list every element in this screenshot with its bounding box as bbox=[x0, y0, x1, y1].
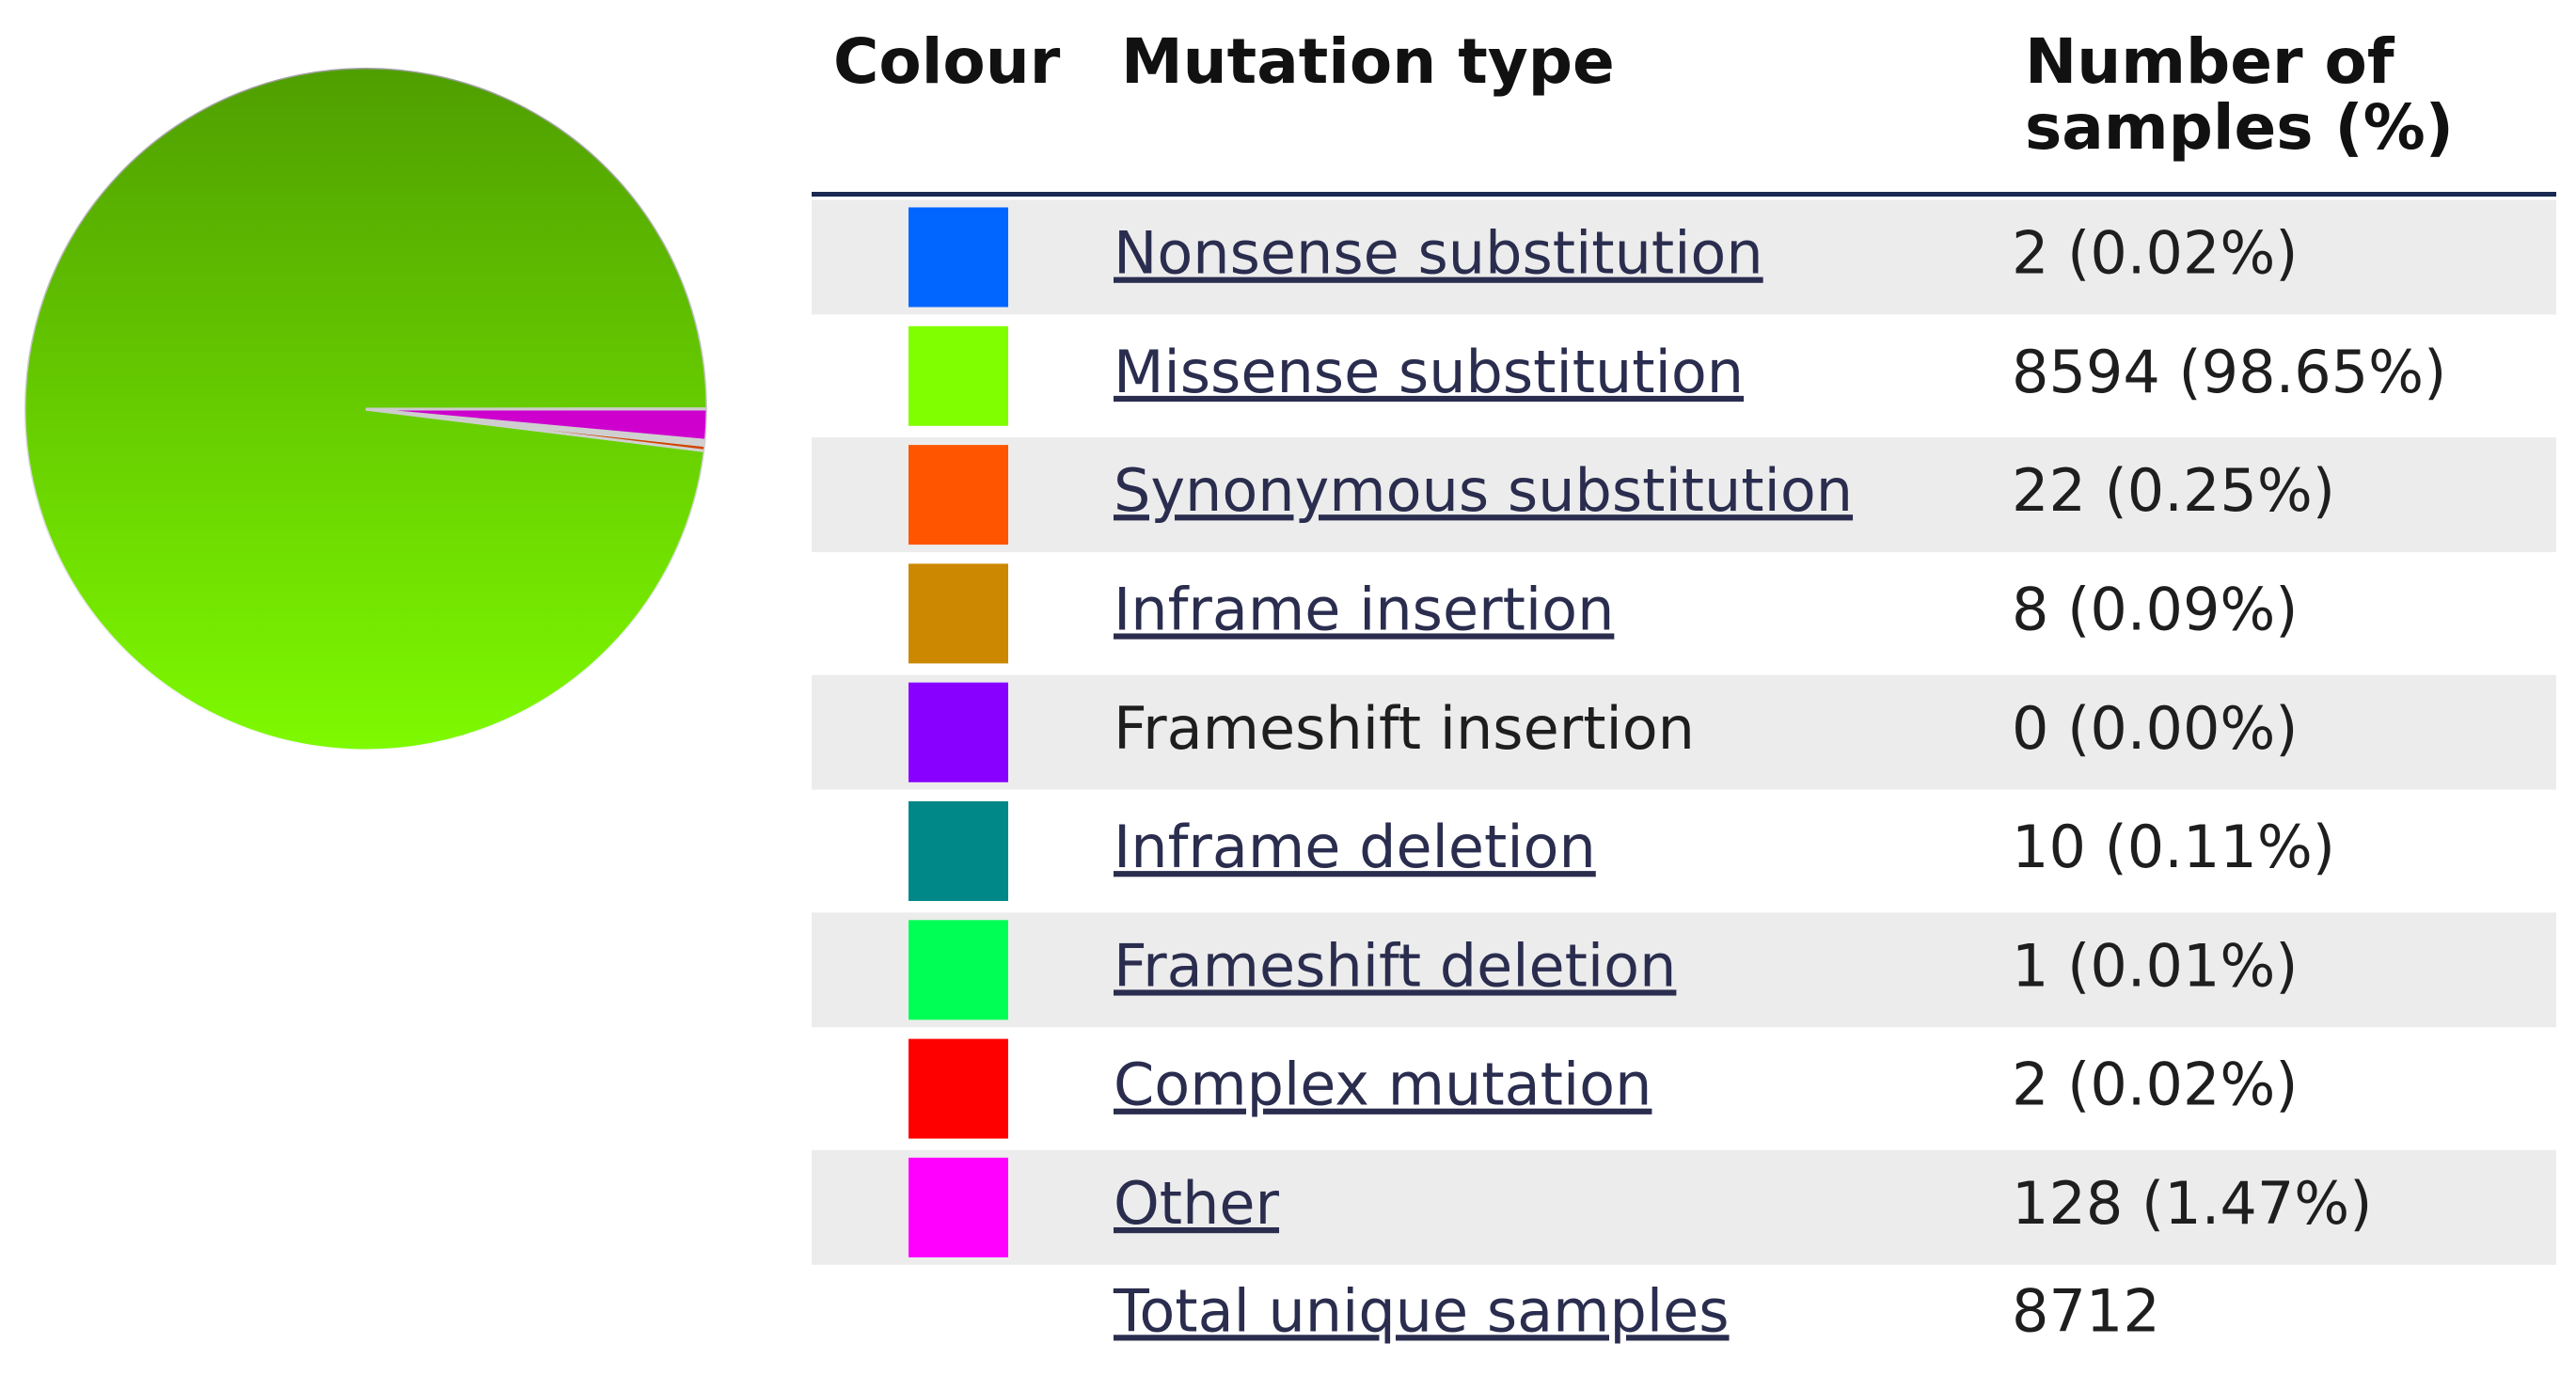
header-count: samples (%) bbox=[2025, 91, 2454, 164]
count-label: 8 (0.09%) bbox=[2012, 575, 2299, 643]
count-label: 22 (0.25%) bbox=[2012, 456, 2335, 525]
count-label: 2 (0.02%) bbox=[2012, 219, 2299, 288]
total-value: 8712 bbox=[2012, 1276, 2160, 1345]
count-label: 1 (0.01%) bbox=[2012, 931, 2299, 1000]
count-label: 0 (0.00%) bbox=[2012, 694, 2299, 763]
colour-swatch bbox=[909, 207, 1008, 308]
colour-swatch bbox=[909, 563, 1008, 664]
row-shade bbox=[812, 1149, 2556, 1265]
table: Colour Mutation type Number of samples (… bbox=[812, 25, 2556, 1345]
header-colour: Colour bbox=[833, 25, 1061, 98]
type-link[interactable]: Synonymous substitution bbox=[1114, 456, 1853, 525]
total-link[interactable]: Total unique samples bbox=[1113, 1276, 1730, 1345]
colour-swatch bbox=[909, 920, 1008, 1020]
colour-swatch bbox=[909, 1157, 1008, 1257]
header-count: Number of bbox=[2025, 25, 2395, 98]
row-shade bbox=[812, 199, 2556, 315]
type-link[interactable]: Inframe deletion bbox=[1114, 813, 1596, 881]
type-link[interactable]: Inframe insertion bbox=[1114, 575, 1614, 643]
header-type: Mutation type bbox=[1121, 25, 1615, 98]
count-label: 10 (0.11%) bbox=[2012, 813, 2335, 881]
row-shade bbox=[812, 912, 2556, 1028]
type-link[interactable]: Other bbox=[1114, 1169, 1280, 1238]
colour-swatch bbox=[909, 801, 1008, 901]
type-link[interactable]: Missense substitution bbox=[1114, 338, 1744, 406]
colour-swatch bbox=[909, 325, 1008, 426]
colour-swatch bbox=[909, 445, 1008, 545]
type-link[interactable]: Nonsense substitution bbox=[1114, 219, 1763, 288]
pie bbox=[23, 66, 709, 752]
colour-swatch bbox=[909, 1038, 1008, 1139]
header-rule bbox=[812, 192, 2556, 197]
count-label: 2 (0.02%) bbox=[2012, 1051, 2299, 1119]
row-shade bbox=[812, 674, 2556, 790]
count-label: 8594 (98.65%) bbox=[2012, 338, 2446, 406]
type-label: Frameshift insertion bbox=[1114, 694, 1695, 763]
type-link[interactable]: Complex mutation bbox=[1114, 1051, 1651, 1119]
type-link[interactable]: Frameshift deletion bbox=[1114, 931, 1676, 1000]
colour-swatch bbox=[909, 682, 1008, 782]
row-shade bbox=[812, 437, 2556, 553]
count-label: 128 (1.47%) bbox=[2012, 1169, 2372, 1238]
